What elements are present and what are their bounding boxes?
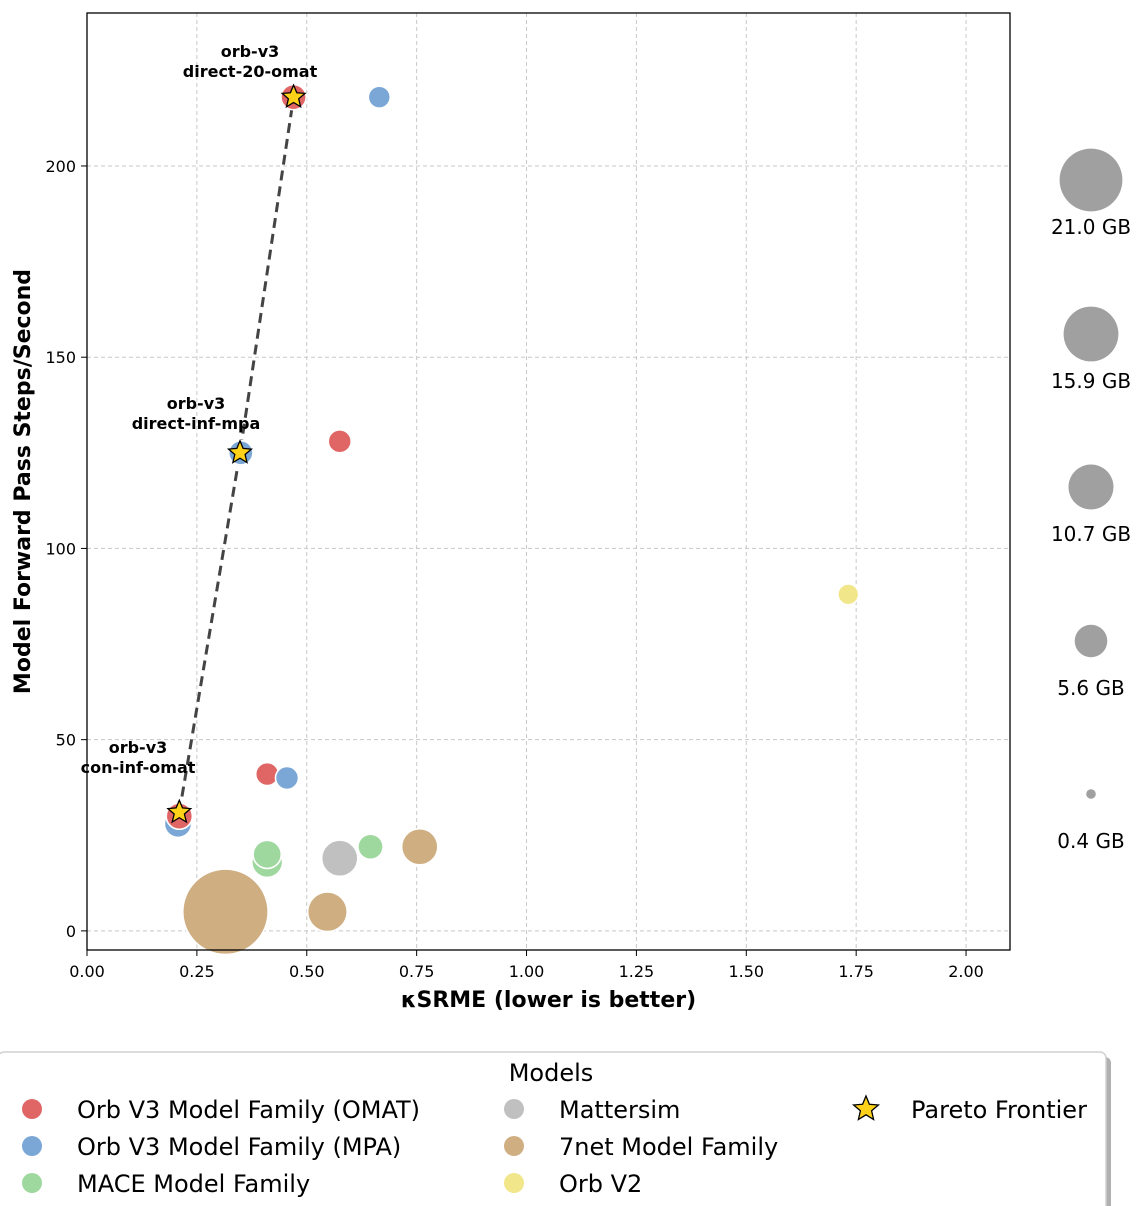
y-tick-label: 200 <box>45 157 76 176</box>
pareto-star <box>166 798 193 824</box>
sevennet-point <box>181 868 269 956</box>
legend-box <box>0 1051 1107 1206</box>
legend-label-orbv2: Orb V2 <box>559 1170 642 1198</box>
x-axis-title: κSRME (lower is better) <box>401 988 696 1013</box>
y-tick-label: 100 <box>45 539 76 558</box>
pareto-stars <box>166 83 307 824</box>
pareto-star <box>280 83 307 109</box>
x-tick-label: 1.00 <box>509 962 545 981</box>
x-tick-label: 2.00 <box>948 962 984 981</box>
size-key-circle <box>1068 464 1114 510</box>
annotation-label: con-inf-omat <box>81 758 196 777</box>
legend-marker-sevennet <box>504 1136 524 1156</box>
data-points <box>163 83 860 956</box>
y-tick-label: 0 <box>66 922 76 941</box>
size-key-circle <box>1063 306 1119 362</box>
x-tick-label: 0.75 <box>399 962 435 981</box>
omat-point <box>327 429 353 454</box>
size-key-circle <box>1086 789 1096 799</box>
mace-point <box>252 839 283 870</box>
legend-label-mace: MACE Model Family <box>77 1170 310 1198</box>
axis-ticks: 0.00 0.25 0.50 0.75 1.00 1.25 1.50 1.75 2.00 0 50 1… <box>45 157 983 981</box>
legend-label-sevennet: 7net Model Family <box>559 1133 778 1161</box>
sevennet-point <box>400 827 439 866</box>
mpa-point <box>367 85 392 109</box>
size-key-label: 21.0 GB <box>1051 215 1131 239</box>
legend-marker-mattersim <box>504 1099 524 1119</box>
pareto-frontier-line <box>177 96 296 813</box>
annotation-label: direct-20-omat <box>183 62 318 81</box>
legend-marker-star <box>851 1094 881 1121</box>
orbv2-point <box>837 583 860 606</box>
size-key-label: 10.7 GB <box>1051 522 1131 546</box>
x-tick-label: 1.75 <box>838 962 874 981</box>
size-key-label: 5.6 GB <box>1057 676 1124 700</box>
y-axis-title: Model Forward Pass Steps/Second <box>11 269 36 694</box>
sevennet-point <box>306 891 349 933</box>
pareto-frontier-path <box>177 96 296 813</box>
annotation-label: orb-v3 <box>221 42 280 61</box>
size-key-circle <box>1059 148 1123 212</box>
legend-label-pareto: Pareto Frontier <box>911 1096 1087 1124</box>
legend-title: Models <box>509 1059 594 1087</box>
x-tick-label: 0.00 <box>69 962 105 981</box>
x-tick-label: 0.50 <box>289 962 325 981</box>
point-annotations: orb-v3direct-20-omatorb-v3direct-inf-mpa… <box>81 42 318 777</box>
annotation-label: orb-v3 <box>167 394 226 413</box>
size-key-label: 0.4 GB <box>1057 829 1124 853</box>
annotation-label: direct-inf-mpa <box>132 414 261 433</box>
legend-marker-orbv2 <box>504 1173 524 1193</box>
x-tick-label: 1.50 <box>728 962 764 981</box>
size-key-circle <box>1074 624 1108 658</box>
y-tick-label: 50 <box>56 731 76 750</box>
models-legend: Models Orb V3 Model Family (OMAT) Orb V3 M… <box>0 1051 1111 1206</box>
pareto-star <box>226 439 254 464</box>
legend-label-mattersim: Mattersim <box>559 1096 680 1124</box>
legend-label-mpa: Orb V3 Model Family (MPA) <box>77 1133 401 1161</box>
mace-point <box>357 833 384 861</box>
legend-marker-omat <box>22 1099 42 1119</box>
x-tick-label: 1.25 <box>619 962 655 981</box>
mpa-point <box>274 765 300 791</box>
x-tick-label: 0.25 <box>179 962 215 981</box>
legend-label-omat: Orb V3 Model Family (OMAT) <box>77 1096 420 1124</box>
y-tick-label: 150 <box>45 348 76 367</box>
mattersim-point <box>320 839 359 878</box>
size-key-label: 15.9 GB <box>1051 369 1131 393</box>
size-legend: 21.0 GB 15.9 GB 10.7 GB 5.6 GB 0.4 GB <box>1051 148 1131 853</box>
grid-lines <box>86 13 1010 950</box>
annotation-label: orb-v3 <box>109 738 168 757</box>
legend-marker-mpa <box>22 1136 42 1156</box>
plot-frame <box>86 12 1011 951</box>
legend-marker-mace <box>22 1173 42 1193</box>
omat-point <box>254 761 280 787</box>
